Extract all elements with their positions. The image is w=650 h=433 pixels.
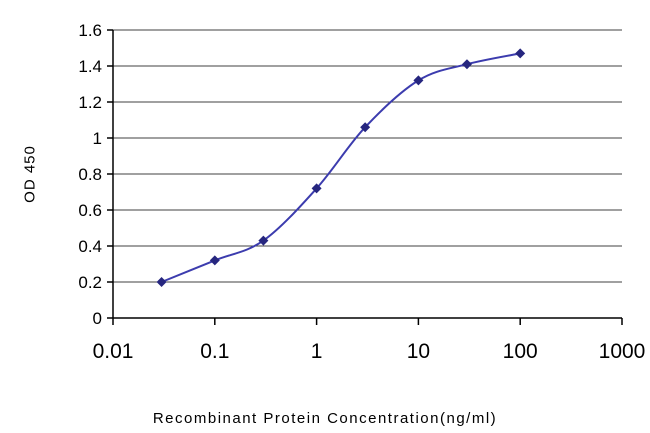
data-point-marker [311, 183, 322, 194]
x-axis-title: Recombinant Protein Concentration(ng/ml) [152, 410, 498, 427]
x-tick-label: 100 [503, 340, 538, 363]
data-point-marker [209, 255, 220, 266]
x-tick-label: 10 [407, 340, 430, 363]
data-point-marker [258, 235, 269, 246]
data-point-marker [413, 75, 424, 86]
series-line [161, 52, 521, 283]
data-point-marker [515, 48, 526, 59]
data-point-marker [461, 59, 472, 70]
y-tick-label: 1.2 [78, 93, 102, 112]
x-tick-label: 0.01 [93, 340, 134, 363]
y-tick-label: 0 [93, 309, 102, 328]
x-tick-label: 1000 [599, 340, 646, 363]
x-tick-label: 0.1 [200, 340, 229, 363]
y-tick-label: 0.2 [78, 273, 102, 292]
y-tick-label: 1.6 [78, 21, 102, 40]
y-tick-label: 1.4 [78, 57, 102, 76]
data-point-marker [156, 277, 167, 287]
y-tick-label: 0.6 [78, 201, 102, 220]
data-point-marker [360, 122, 371, 133]
y-axis-title: OD 450 [21, 145, 39, 203]
x-tick-label: 1 [311, 340, 323, 363]
y-tick-label: 1 [93, 129, 102, 148]
y-tick-label: 0.8 [78, 165, 102, 184]
y-tick-label: 0.4 [78, 237, 102, 256]
